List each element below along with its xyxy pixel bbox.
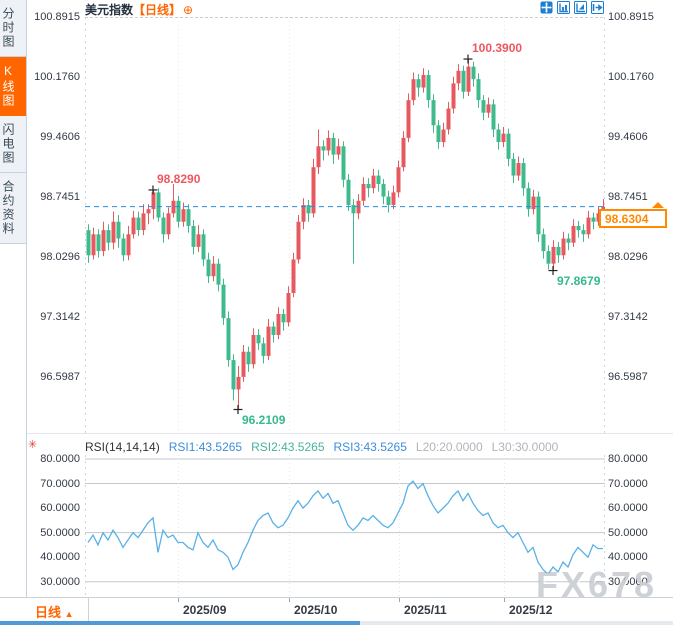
symbol-name: 美元指数 xyxy=(85,3,134,17)
sidebar: 分时图 K线图 闪电图 合约资料 xyxy=(0,0,27,600)
rsi-y-label-left: 80.0000 xyxy=(40,453,80,465)
rsi1-value: RSI1:43.5265 xyxy=(168,440,243,454)
rsi-name: RSI(14,14,14) xyxy=(85,440,160,454)
main-y-label-right: 97.3142 xyxy=(608,311,648,323)
rsi-y-label-right: 40.0000 xyxy=(608,551,648,563)
exit-icon[interactable] xyxy=(591,1,604,14)
dropdown-arrow-icon: ▲ xyxy=(64,609,74,619)
rsi-l20: L20:20.0000 xyxy=(415,440,483,454)
rsi-header: RSI(14,14,14) RSI1:43.5265 RSI2:43.5265 RSI… xyxy=(85,440,567,454)
sidebar-tab-4[interactable]: 合约资料 xyxy=(0,173,26,244)
main-y-label-left: 98.7451 xyxy=(40,191,80,203)
date-tick xyxy=(399,598,400,602)
crosshair-icon[interactable] xyxy=(540,1,553,14)
price-annotation-low: 96.2109 xyxy=(242,412,286,427)
date-label: 2025/09 xyxy=(183,603,227,617)
axis-scale-icon[interactable] xyxy=(557,1,570,14)
current-price-badge: 98.6304 xyxy=(599,209,667,228)
date-label: 2025/11 xyxy=(404,603,447,617)
bottom-bar: 日线 ▲ 2025/09 2025/10 2025/11 2025/12 xyxy=(0,597,673,622)
main-y-label-right: 98.0296 xyxy=(608,251,648,263)
price-annotation-high: 100.3900 xyxy=(472,41,523,56)
rsi-y-label-right: 60.0000 xyxy=(608,502,648,514)
rsi3-value: RSI3:43.5265 xyxy=(333,440,407,454)
sidebar-tab-2[interactable]: K线图 xyxy=(0,57,26,116)
main-y-label-right: 100.1760 xyxy=(608,71,654,83)
price-up-arrow-icon xyxy=(652,202,664,208)
date-tick xyxy=(289,598,290,602)
horizontal-scrollbar[interactable] xyxy=(0,621,673,625)
timeframe-label: 日线 xyxy=(35,605,62,620)
main-y-label-left: 99.4606 xyxy=(40,131,80,143)
sidebar-tab-3[interactable]: 闪电图 xyxy=(0,116,26,173)
rsi-y-label-right: 80.0000 xyxy=(608,453,648,465)
main-y-label-right: 99.4606 xyxy=(608,131,648,143)
rsi-y-label-right: 30.0000 xyxy=(608,576,648,588)
rsi-y-label-left: 40.0000 xyxy=(40,551,80,563)
sidebar-tab-1[interactable]: 分时图 xyxy=(0,0,26,57)
price-annotation-high: 98.8290 xyxy=(157,171,201,186)
main-y-label-right: 96.5987 xyxy=(608,371,648,383)
rsi-chart[interactable] xyxy=(85,455,605,597)
date-label: 2025/10 xyxy=(294,603,338,617)
pane-separator xyxy=(0,433,673,434)
rsi-y-label-right: 70.0000 xyxy=(608,478,648,490)
timeframe-tag: 【日线】 xyxy=(133,3,182,17)
rsi-y-label-right: 50.0000 xyxy=(608,527,648,539)
scrollbar-thumb[interactable] xyxy=(0,621,360,625)
date-label: 2025/12 xyxy=(509,603,553,617)
add-indicator-icon[interactable]: ⊕ xyxy=(183,3,194,17)
date-tick xyxy=(178,598,179,602)
rsi-y-label-left: 50.0000 xyxy=(40,527,80,539)
price-annotation-low: 97.8679 xyxy=(557,273,601,288)
indicator-settings-icon[interactable]: ✳ xyxy=(28,439,38,451)
main-y-label-left: 98.0296 xyxy=(40,251,80,263)
main-y-label-left: 97.3142 xyxy=(40,311,80,323)
toolbar xyxy=(540,1,604,14)
rsi-y-label-left: 60.0000 xyxy=(40,502,80,514)
chart-title: 美元指数【日线】 ⊕ xyxy=(85,1,193,18)
rsi-line xyxy=(87,480,604,576)
rsi-y-label-left: 30.0000 xyxy=(40,576,80,588)
trend-flag-icon[interactable] xyxy=(574,1,587,14)
date-tick xyxy=(504,598,505,602)
rsi2-value: RSI2:43.5265 xyxy=(251,440,325,454)
timeframe-selector[interactable]: 日线 ▲ xyxy=(35,602,74,621)
main-y-label-left: 100.1760 xyxy=(34,71,80,83)
bottom-bar-divider xyxy=(88,598,89,622)
main-y-label-right: 100.8915 xyxy=(608,11,654,23)
rsi-y-label-left: 70.0000 xyxy=(40,478,80,490)
rsi-l30: L30:30.0000 xyxy=(491,440,559,454)
candlestick-chart[interactable] xyxy=(85,17,605,433)
main-y-label-left: 100.8915 xyxy=(34,11,80,23)
main-y-label-left: 96.5987 xyxy=(40,371,80,383)
main-y-label-right: 98.7451 xyxy=(608,191,648,203)
